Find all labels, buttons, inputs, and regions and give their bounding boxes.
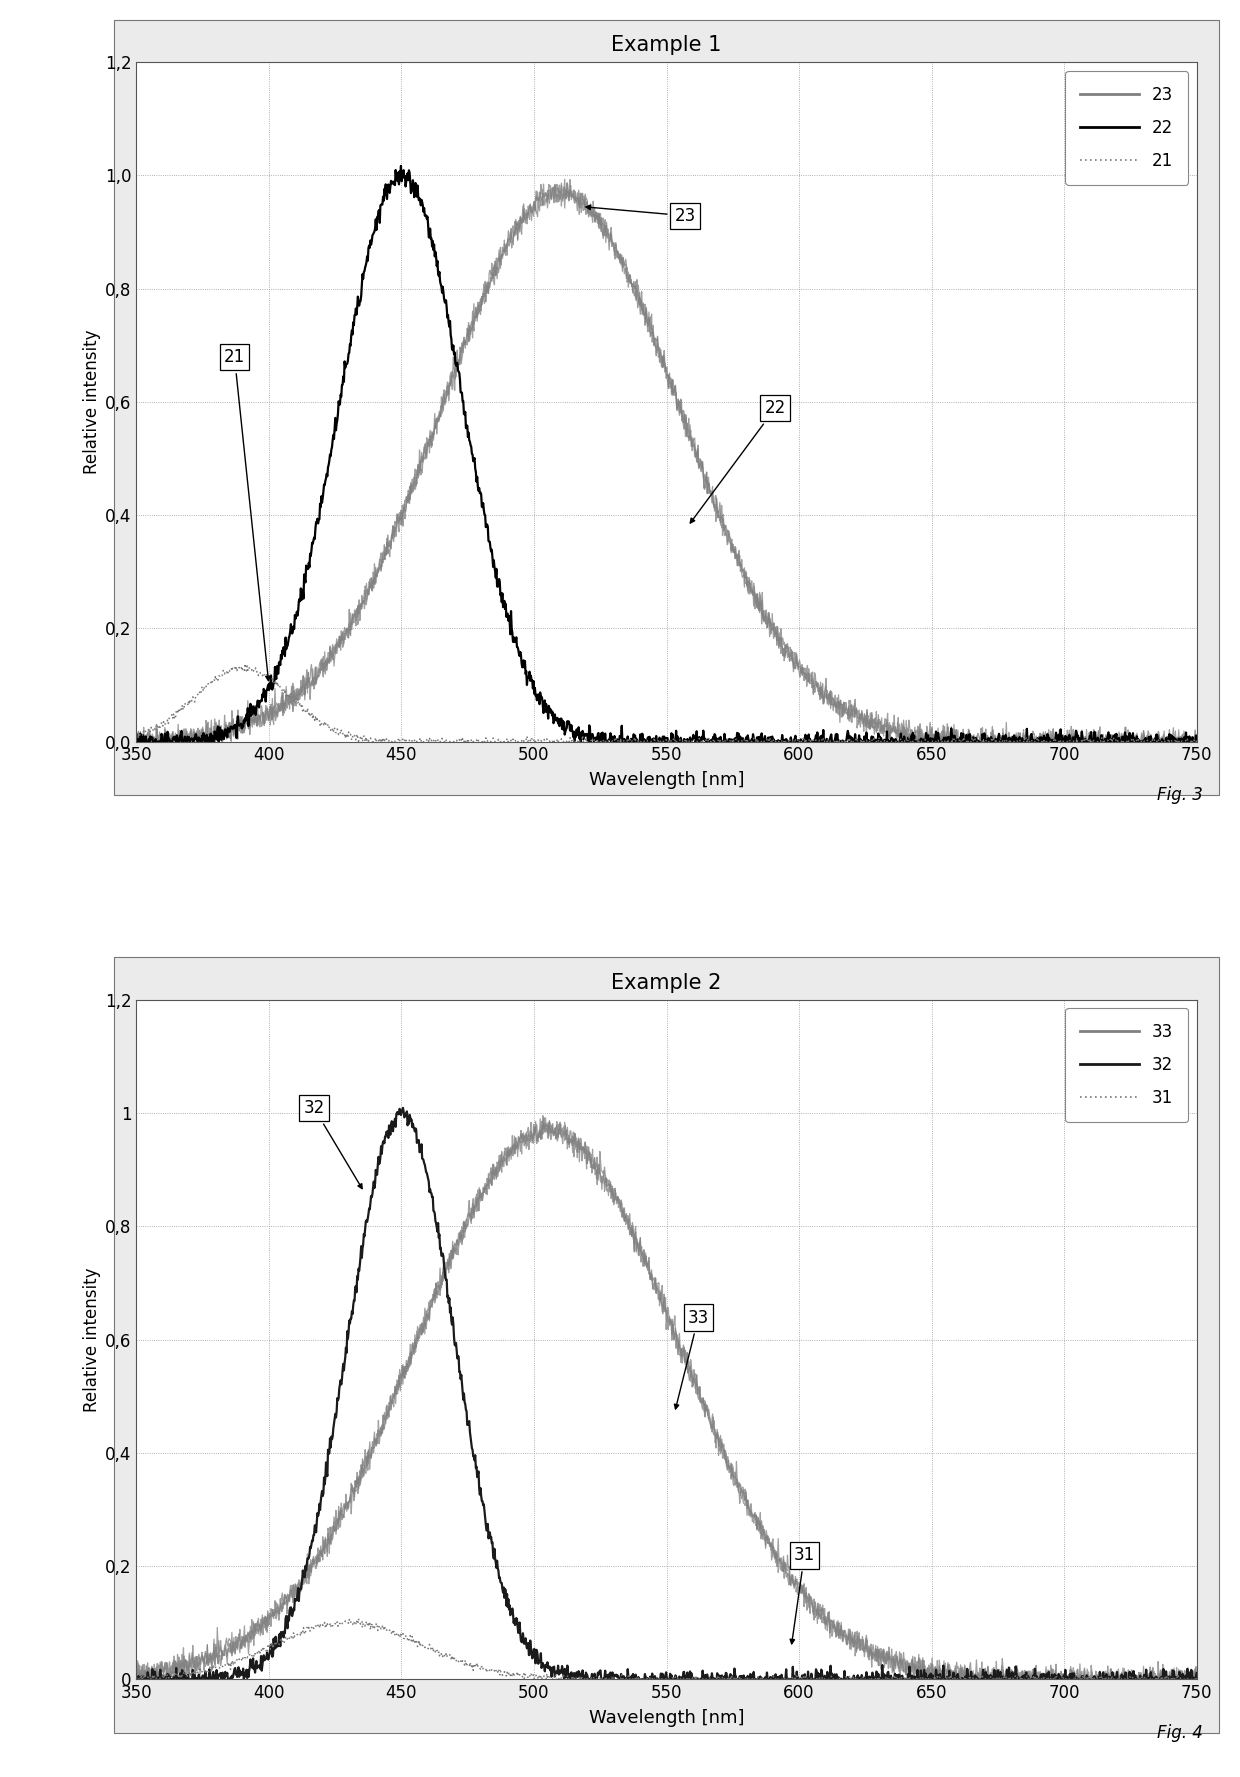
Text: Fig. 3: Fig. 3 bbox=[1157, 785, 1203, 803]
Text: 32: 32 bbox=[304, 1098, 362, 1189]
Text: 22: 22 bbox=[691, 400, 786, 522]
X-axis label: Wavelength [nm]: Wavelength [nm] bbox=[589, 771, 744, 789]
Text: 21: 21 bbox=[224, 348, 270, 681]
Y-axis label: Relative intensity: Relative intensity bbox=[83, 331, 100, 474]
Title: Example 2: Example 2 bbox=[611, 972, 722, 993]
Text: Fig. 4: Fig. 4 bbox=[1157, 1724, 1203, 1741]
Text: 33: 33 bbox=[675, 1308, 709, 1409]
Text: 23: 23 bbox=[587, 204, 696, 224]
Text: 31: 31 bbox=[790, 1546, 815, 1644]
Legend: 33, 32, 31: 33, 32, 31 bbox=[1065, 1008, 1188, 1121]
Title: Example 1: Example 1 bbox=[611, 36, 722, 55]
Y-axis label: Relative intensity: Relative intensity bbox=[83, 1267, 100, 1411]
X-axis label: Wavelength [nm]: Wavelength [nm] bbox=[589, 1709, 744, 1727]
Legend: 23, 22, 21: 23, 22, 21 bbox=[1065, 71, 1188, 185]
